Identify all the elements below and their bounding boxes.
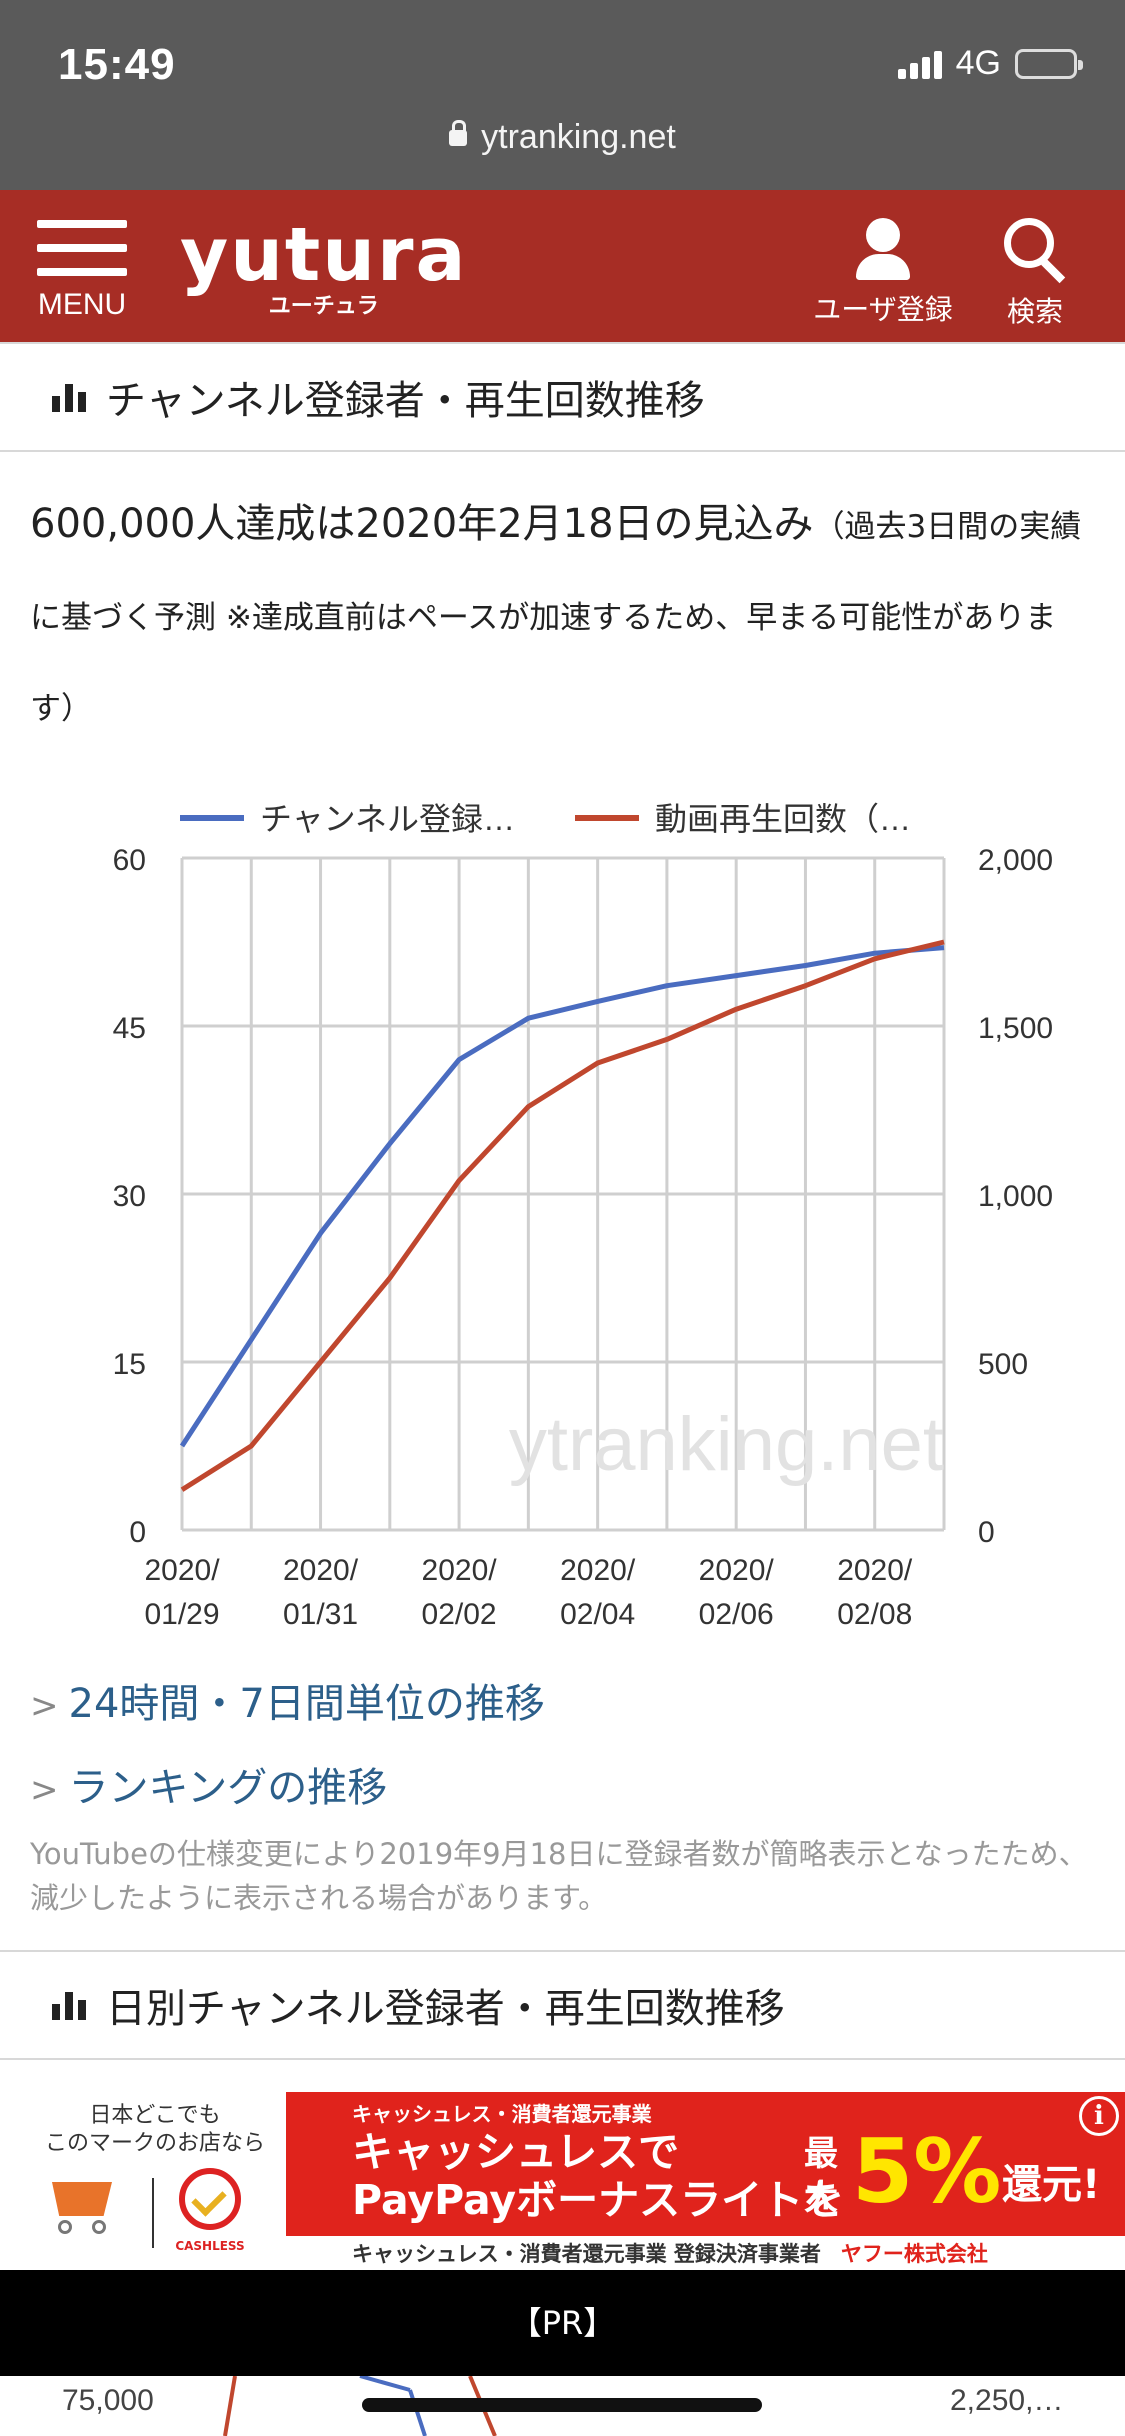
series-line-2 bbox=[180, 939, 945, 1492]
ad-red-panel[interactable]: キャッシュレス・消費者還元事業 キャッシュレスで PayPayボーナスライトを … bbox=[286, 2092, 1125, 2272]
ad-company: ヤフー株式会社 bbox=[840, 2242, 988, 2266]
cashless-mark-icon: CASHLESS bbox=[170, 2168, 250, 2260]
logo-text: yutura bbox=[180, 212, 468, 298]
user-icon bbox=[848, 218, 918, 280]
site-header: MENU yutura ユーチュラ ユーザ登録 検索 bbox=[0, 190, 1125, 342]
ad-banner[interactable]: 日本どこでも このマークのお店なら CASHLESS キャッシュレス・消費者還元… bbox=[0, 2092, 1125, 2272]
prediction-note: （過去3日間の実績に基づく予測 ※達成直前はペースが加速するため、早まる可能性が… bbox=[30, 509, 1082, 727]
x-tick-label-year: 2020/ bbox=[422, 1554, 498, 1587]
trend-links: >24時間・7日間単位の推移 > ランキングの推移 bbox=[30, 1676, 545, 1844]
section-title-trend: チャンネル登録者・再生回数推移 bbox=[0, 342, 1125, 452]
x-tick-label-date: 02/06 bbox=[699, 1598, 774, 1631]
bar-chart-icon bbox=[52, 382, 86, 412]
peek-right-label: 2,250,… bbox=[950, 2384, 1064, 2417]
ad-percent: 5% bbox=[852, 2120, 1002, 2223]
series-line-1 bbox=[179, 945, 945, 1448]
y-right-tick-label: 1,000 bbox=[978, 1180, 1053, 1213]
peek-left-label: 75,000 bbox=[62, 2384, 154, 2417]
x-tick-label-year: 2020/ bbox=[144, 1554, 220, 1587]
search-label: 検索 bbox=[1006, 295, 1063, 328]
x-tick-label-year: 2020/ bbox=[837, 1554, 913, 1587]
x-tick-label-date: 02/08 bbox=[837, 1598, 912, 1631]
status-indicators: 4G bbox=[897, 44, 1083, 83]
ad-left-text: 日本どこでも このマークのお店なら bbox=[44, 2103, 265, 2156]
lock-icon bbox=[449, 120, 468, 146]
url-text: ytranking.net bbox=[481, 118, 676, 156]
y-right-tick-label: 1,500 bbox=[978, 1012, 1053, 1045]
trend-chart: 60 2,000 45 1,500 30 1,000 15 500 0 0 2020/01/29 20… bbox=[113, 801, 1053, 1631]
battery-icon bbox=[1015, 48, 1083, 79]
ad-left-panel: 日本どこでも このマークのお店なら CASHLESS bbox=[30, 2092, 280, 2272]
x-tick-label-year: 2020/ bbox=[699, 1554, 775, 1587]
y-left-tick-label: 0 bbox=[129, 1516, 146, 1549]
x-tick-label-date: 02/04 bbox=[560, 1598, 635, 1631]
signal-icon bbox=[897, 49, 942, 79]
section-title-text: チャンネル登録者・再生回数推移 bbox=[106, 378, 705, 424]
y-left-tick-label: 15 bbox=[113, 1348, 146, 1381]
link-ranking-trend[interactable]: > ランキングの推移 bbox=[30, 1765, 388, 1811]
user-register-label: ユーザ登録 bbox=[813, 293, 953, 326]
section-title-text: 日別チャンネル登録者・再生回数推移 bbox=[106, 1986, 785, 2032]
ad-return-text: 還元! bbox=[1002, 2162, 1101, 2208]
legend-label-1: チャンネル登録… bbox=[260, 801, 515, 837]
status-time: 15:49 bbox=[58, 40, 176, 89]
status-bar: 15:49 4G ytranking.net bbox=[0, 0, 1125, 190]
home-indicator[interactable] bbox=[362, 2398, 762, 2412]
menu-button[interactable]: MENU bbox=[32, 220, 132, 322]
site-logo[interactable]: yutura ユーチュラ bbox=[180, 212, 468, 320]
search-button[interactable]: 検索 bbox=[990, 218, 1080, 330]
hamburger-icon bbox=[32, 220, 132, 276]
ad-bottom-bar: キャッシュレス・消費者還元事業 登録決済事業者 ヤフー株式会社 bbox=[286, 2236, 1125, 2272]
ad-top-text: キャッシュレス・消費者還元事業 bbox=[352, 2102, 652, 2126]
x-tick-label-date: 01/31 bbox=[283, 1598, 358, 1631]
x-tick-label-date: 01/29 bbox=[144, 1598, 219, 1631]
link-24h-7d[interactable]: >24時間・7日間単位の推移 bbox=[30, 1681, 545, 1727]
cart-icon bbox=[40, 2172, 120, 2234]
ad-max-text: 最大 bbox=[804, 2134, 838, 2218]
prediction-main: 600,000人達成は2020年2月18日の見込み bbox=[30, 501, 814, 547]
info-icon[interactable]: i bbox=[1079, 2096, 1119, 2136]
divider bbox=[152, 2178, 154, 2248]
menu-label: MENU bbox=[37, 288, 127, 321]
x-tick-label-year: 2020/ bbox=[283, 1554, 359, 1587]
y-left-tick-label: 45 bbox=[113, 1012, 146, 1045]
search-icon bbox=[1000, 218, 1070, 280]
legend-label-2: 動画再生回数（… bbox=[655, 801, 911, 837]
section-title-daily: 日別チャンネル登録者・再生回数推移 bbox=[0, 1950, 1125, 2060]
y-right-tick-label: 500 bbox=[978, 1348, 1028, 1381]
x-tick-label-date: 02/02 bbox=[422, 1598, 497, 1631]
bar-chart-icon bbox=[52, 1990, 86, 2020]
spec-change-notice: YouTubeの仕様変更により2019年9月18日に登録者数が簡略表示となったた… bbox=[30, 1837, 1088, 1915]
network-label: 4G bbox=[955, 44, 1001, 82]
y-left-tick-label: 60 bbox=[113, 844, 146, 877]
y-right-tick-label: 2,000 bbox=[978, 844, 1053, 877]
user-register-button[interactable]: ユーザ登録 bbox=[808, 218, 958, 328]
prediction-text: 600,000人達成は2020年2月18日の見込み（過去3日間の実績に基づく予測… bbox=[30, 480, 1100, 753]
y-right-tick-label: 0 bbox=[978, 1516, 995, 1549]
chart-watermark: ytranking.net bbox=[509, 1402, 944, 1487]
url-bar[interactable]: ytranking.net bbox=[0, 118, 1125, 157]
pr-bar: 【PR】 bbox=[0, 2270, 1125, 2376]
y-left-tick-label: 30 bbox=[113, 1180, 146, 1213]
x-tick-label-year: 2020/ bbox=[560, 1554, 636, 1587]
logo-subtext: ユーチュラ bbox=[268, 294, 379, 319]
ad-main-text: キャッシュレスで PayPayボーナスライトを bbox=[352, 2128, 845, 2224]
